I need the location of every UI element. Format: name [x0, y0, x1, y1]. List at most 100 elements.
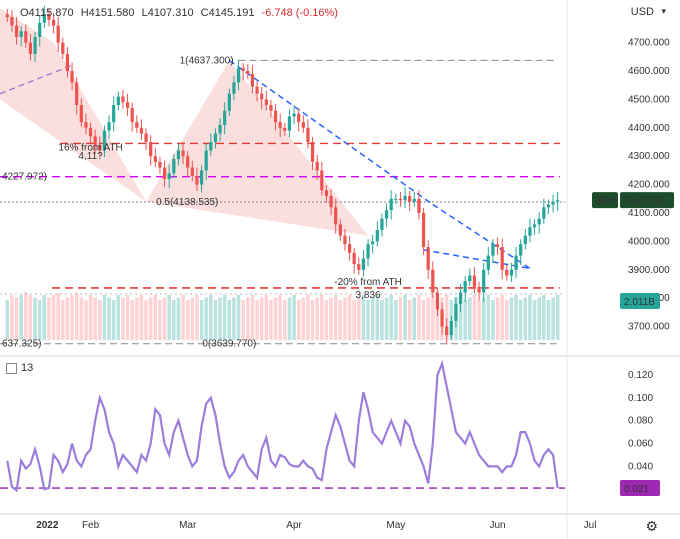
- volume-bar: [37, 300, 42, 340]
- volume-bar: [70, 295, 74, 340]
- volume-bar: [232, 297, 236, 340]
- candle-body: [523, 235, 527, 245]
- candle-body: [421, 213, 426, 248]
- volume-bar: [357, 297, 361, 340]
- volume-bar: [528, 295, 532, 340]
- y-tick-label: 4700.000: [628, 38, 670, 49]
- candle-body: [162, 167, 167, 179]
- symbol-tag-text: SPX: [596, 196, 616, 207]
- candle-body: [431, 269, 435, 293]
- ath-line-label: -20% from ATH: [334, 277, 402, 288]
- candle-body: [149, 142, 153, 157]
- candle-body: [33, 36, 37, 54]
- indicator-y-tick: 0.100: [628, 393, 653, 404]
- volume-bar: [435, 300, 440, 340]
- candle-body: [449, 320, 453, 336]
- gear-icon[interactable]: ⚙: [645, 518, 658, 534]
- volume-bar: [116, 295, 121, 340]
- magenta-level-label: 4227.972): [2, 172, 47, 183]
- volume-bar: [394, 300, 398, 340]
- candle-body: [532, 224, 537, 228]
- candle-body: [486, 255, 490, 270]
- volume-bar: [472, 295, 477, 340]
- last-price-text: 4145.191: [624, 196, 666, 207]
- ohlc-high: H4151.580: [80, 7, 135, 19]
- candle-body: [139, 127, 144, 134]
- volume-bar: [283, 300, 287, 340]
- volume-bar: [389, 295, 393, 340]
- candle-body: [435, 292, 440, 310]
- candle-body: [260, 93, 264, 100]
- fib-zone-left: [0, 8, 147, 202]
- volume-bar: [481, 297, 486, 340]
- volume-bar: [398, 297, 403, 340]
- candle-body: [310, 142, 315, 162]
- candle-body: [130, 107, 134, 123]
- collapse-icon[interactable]: [6, 362, 17, 374]
- candle-body: [551, 201, 555, 205]
- volume-bar: [56, 292, 60, 340]
- chevron-down-icon[interactable]: ▾: [661, 6, 666, 16]
- indicator-value-tag: [620, 480, 660, 497]
- candle-body: [19, 31, 23, 37]
- volume-bar: [153, 295, 158, 340]
- volume-bar: [375, 295, 380, 340]
- volume-bar: [47, 297, 51, 340]
- candle-body: [47, 14, 51, 20]
- volume-bar: [431, 295, 435, 340]
- volume-bar: [444, 295, 449, 340]
- volume-bar: [426, 297, 430, 340]
- volume-bar: [518, 300, 523, 340]
- volume-bar: [514, 295, 518, 340]
- volume-bar: [190, 297, 195, 340]
- candle-body: [417, 198, 421, 213]
- candle-body: [158, 161, 162, 168]
- candle-body: [181, 150, 185, 157]
- volume-bar: [458, 295, 463, 340]
- downtrend-line: [228, 59, 434, 206]
- volume-bar: [121, 297, 125, 340]
- volume-bar: [509, 297, 514, 340]
- volume-bar: [65, 297, 70, 340]
- volume-tag: [620, 293, 660, 310]
- candle-body: [199, 170, 204, 185]
- volume-bar: [162, 297, 167, 340]
- candle-body: [412, 198, 416, 202]
- candle-body: [273, 110, 278, 123]
- x-tick-label: Mar: [179, 520, 197, 531]
- y-tick-label: 4000.000: [628, 236, 670, 247]
- currency-selector[interactable]: USD: [630, 6, 654, 18]
- candle-body: [482, 269, 486, 293]
- candle-body: [371, 241, 375, 245]
- y-tick-label: 3900.000: [628, 265, 670, 276]
- candle-body: [338, 224, 342, 236]
- candle-body: [352, 252, 356, 265]
- candle-body: [537, 218, 541, 225]
- volume-bar: [421, 300, 426, 340]
- candle-body: [24, 31, 28, 43]
- volume-bar: [333, 295, 338, 340]
- candle-body: [112, 105, 116, 123]
- volume-bar: [278, 295, 282, 340]
- candle-body: [213, 133, 218, 142]
- volume-bar: [347, 295, 352, 340]
- candle-body: [542, 207, 546, 219]
- candle-body: [116, 96, 120, 106]
- indicator-legend[interactable]: 13: [6, 362, 33, 374]
- volume-tag-text: 2.011B: [624, 297, 655, 308]
- fib-top-label: 1(4637.300): [180, 55, 234, 66]
- volume-bar: [412, 297, 417, 340]
- candle-body: [75, 82, 79, 106]
- volume-bar: [264, 295, 269, 340]
- volume-bar: [167, 295, 171, 340]
- candle-body: [366, 244, 370, 259]
- candle-body: [269, 105, 273, 111]
- candle-body: [472, 275, 477, 287]
- volume-bar: [491, 300, 495, 340]
- y-tick-label: 4100.000: [628, 208, 670, 219]
- volume-bar: [102, 295, 107, 340]
- candle-body: [357, 264, 361, 270]
- volume-bar: [380, 300, 384, 340]
- candle-body: [468, 275, 472, 282]
